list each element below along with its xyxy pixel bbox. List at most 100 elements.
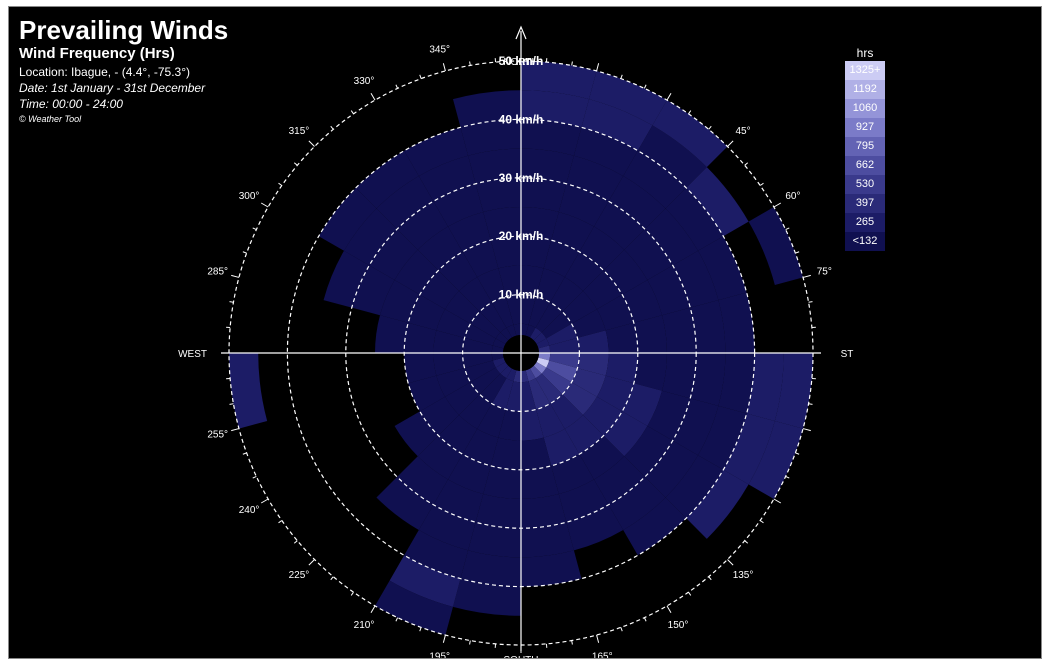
wind-sector [535,302,563,333]
wind-sector [521,90,590,128]
ring-label: 30 km/h [499,171,544,185]
wind-sector [579,226,625,271]
degree-tick [242,452,247,455]
wind-sector [748,421,804,499]
wind-sector [433,479,484,523]
degree-tick [278,520,283,524]
ring-label: 10 km/h [499,288,544,302]
wind-sector [521,323,529,336]
cardinal-label: NORTH [503,57,538,68]
wind-sector [605,353,638,384]
wind-sector [229,353,268,429]
wind-sector [624,229,673,280]
angle-label: 300° [239,191,260,202]
angle-label: 60° [785,191,800,202]
wind-sector [404,322,437,353]
degree-tick [666,92,672,101]
wind-sector [521,465,559,499]
wind-sector [543,240,580,278]
angle-label: 330° [354,76,375,87]
wind-sector [436,309,471,338]
degree-tick [278,182,283,186]
wind-sector [389,555,461,607]
color-legend: hrs 1325+ 1192 1060 927 795 662 530 397 265 <132 [845,45,885,251]
wind-sector [498,265,521,297]
wind-sector [521,294,537,325]
wind-sector [665,455,724,519]
wind-sector [566,155,624,202]
wind-sector [652,100,728,168]
legend-swatch: 1060 [845,99,885,118]
wind-sector [513,370,521,383]
wind-sector [468,148,521,184]
wind-sector [605,322,638,353]
wind-sector [562,291,597,324]
wind-sector [436,368,471,397]
wind-sector [490,437,521,470]
wind-sector [404,353,437,384]
wind-sector [397,201,448,250]
wind-sector [538,353,551,361]
legend-swatch: 530 [845,175,885,194]
degree-tick [773,498,782,504]
wind-sector [513,323,521,336]
degree-tick [744,540,749,544]
wind-sector [479,373,507,404]
wind-sector [608,175,666,230]
wind-sector [418,504,476,551]
wind-sector [571,368,606,397]
angle-label: 75° [817,267,832,278]
wind-sector [452,90,521,128]
legend-swatch: 1325+ [845,61,885,80]
wind-sector [748,207,804,285]
angle-label: 255° [207,429,228,440]
wind-sector [566,504,624,551]
wind-sector [448,454,491,495]
degree-tick [293,162,298,166]
wind-sector [470,367,501,395]
wind-sector [343,208,398,266]
chart-title: Prevailing Winds [19,15,229,45]
wind-sector [492,357,506,368]
wind-sector [394,249,439,295]
wind-sector [433,330,465,353]
wind-sector [500,365,512,379]
degree-tick [596,634,600,643]
wind-sector [633,353,667,391]
legend-swatch: 1192 [845,80,885,99]
wind-sector [521,522,574,558]
wind-sector [521,494,567,529]
wind-sector [623,497,687,556]
degree-tick [260,202,269,208]
degree-tick [802,428,811,432]
legend-swatch: 265 [845,213,885,232]
wind-sector [550,394,583,429]
degree-tick [469,640,471,645]
degree-tick [727,140,734,147]
angle-label: 285° [207,267,228,278]
wind-sector [690,300,726,353]
wind-sector [546,323,578,346]
wind-sector [505,381,521,412]
wind-sector [394,411,439,457]
wind-sector [521,265,544,297]
wind-sector [462,240,499,278]
wind-sector [541,311,572,339]
wind-sector [438,414,478,455]
wind-sector [417,435,463,480]
wind-sector [644,440,699,498]
wind-sector [718,292,755,353]
wind-sector [533,332,547,344]
degree-tick [727,559,734,566]
wind-sector [479,302,507,333]
degree-tick [419,627,422,632]
wind-sector [624,426,673,477]
wind-sector [536,268,565,303]
wind-sector [492,338,506,349]
wind-sector [564,251,604,292]
wind-sector [491,296,514,328]
wind-sector [483,207,521,241]
degree-tick [370,605,376,614]
wind-sector [551,454,594,495]
degree-tick [231,274,240,278]
